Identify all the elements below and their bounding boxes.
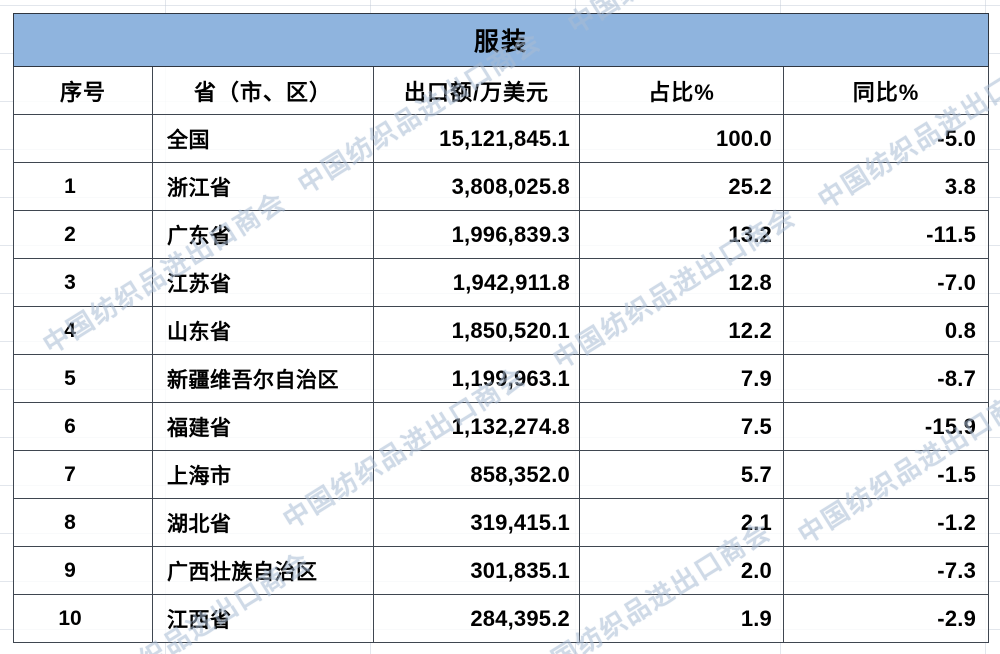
apparel-export-table-container: 服装 序号 省（市、区） 出口额/万美元 占比% 同比% 全国 15,121,845.1 100… <box>12 13 990 643</box>
cell-share-percent: 12.8 <box>579 258 784 307</box>
cell-province: 广东省 <box>152 210 374 259</box>
cell-yoy-percent: -7.0 <box>782 258 990 307</box>
cell-share-percent: 12.2 <box>579 306 784 355</box>
table-row: 10 江西省 284,395.2 1.9 -2.9 <box>13 594 990 643</box>
cell-export-amount: 1,942,911.8 <box>373 258 580 307</box>
cell-yoy-percent: 0.8 <box>782 306 990 355</box>
column-header-row: 序号 省（市、区） 出口额/万美元 占比% 同比% <box>13 66 990 115</box>
cell-province: 浙江省 <box>152 162 374 211</box>
cell-province: 江西省 <box>152 594 374 643</box>
cell-index: 2 <box>13 210 153 259</box>
cell-yoy-percent: -2.9 <box>782 594 990 643</box>
cell-share-percent: 25.2 <box>579 162 784 211</box>
table-row: 3 江苏省 1,942,911.8 12.8 -7.0 <box>13 258 990 307</box>
cell-yoy-percent: 3.8 <box>782 162 990 211</box>
cell-province: 江苏省 <box>152 258 374 307</box>
cell-index: 3 <box>13 258 153 307</box>
cell-index: 6 <box>13 402 153 451</box>
cell-yoy-percent: -15.9 <box>782 402 990 451</box>
cell-province: 全国 <box>152 114 374 163</box>
table-row: 6 福建省 1,132,274.8 7.5 -15.9 <box>13 402 990 451</box>
cell-export-amount: 1,996,839.3 <box>373 210 580 259</box>
column-header-index: 序号 <box>13 66 153 115</box>
column-header-share: 占比% <box>579 66 784 115</box>
cell-share-percent: 7.5 <box>579 402 784 451</box>
table-row: 8 湖北省 319,415.1 2.1 -1.2 <box>13 498 990 547</box>
cell-export-amount: 284,395.2 <box>373 594 580 643</box>
cell-index: 8 <box>13 498 153 547</box>
cell-yoy-percent: -1.5 <box>782 450 990 499</box>
cell-province: 广西壮族自治区 <box>152 546 374 595</box>
table-row: 5 新疆维吾尔自治区 1,199,963.1 7.9 -8.7 <box>13 354 990 403</box>
cell-yoy-percent: -8.7 <box>782 354 990 403</box>
column-header-yoy: 同比% <box>782 66 990 115</box>
cell-index: 1 <box>13 162 153 211</box>
cell-yoy-percent: -5.0 <box>782 114 990 163</box>
cell-export-amount: 3,808,025.8 <box>373 162 580 211</box>
column-header-province: 省（市、区） <box>152 66 374 115</box>
cell-export-amount: 1,850,520.1 <box>373 306 580 355</box>
table-row: 4 山东省 1,850,520.1 12.2 0.8 <box>13 306 990 355</box>
cell-share-percent: 5.7 <box>579 450 784 499</box>
cell-share-percent: 13.2 <box>579 210 784 259</box>
cell-share-percent: 2.0 <box>579 546 784 595</box>
cell-province: 上海市 <box>152 450 374 499</box>
cell-export-amount: 1,132,274.8 <box>373 402 580 451</box>
cell-share-percent: 100.0 <box>579 114 784 163</box>
cell-province: 山东省 <box>152 306 374 355</box>
table-row: 1 浙江省 3,808,025.8 25.2 3.8 <box>13 162 990 211</box>
cell-province: 新疆维吾尔自治区 <box>152 354 374 403</box>
banner-row: 服装 <box>12 13 990 67</box>
cell-export-amount: 858,352.0 <box>373 450 580 499</box>
table-row: 9 广西壮族自治区 301,835.1 2.0 -7.3 <box>13 546 990 595</box>
cell-province: 湖北省 <box>152 498 374 547</box>
table-row: 全国 15,121,845.1 100.0 -5.0 <box>13 114 990 163</box>
table-title: 服装 <box>12 13 990 67</box>
cell-share-percent: 2.1 <box>579 498 784 547</box>
cell-index: 7 <box>13 450 153 499</box>
cell-yoy-percent: -7.3 <box>782 546 990 595</box>
cell-index: 9 <box>13 546 153 595</box>
cell-export-amount: 319,415.1 <box>373 498 580 547</box>
cell-share-percent: 1.9 <box>579 594 784 643</box>
cell-export-amount: 301,835.1 <box>373 546 580 595</box>
table-row: 2 广东省 1,996,839.3 13.2 -11.5 <box>13 210 990 259</box>
cell-yoy-percent: -1.2 <box>782 498 990 547</box>
cell-export-amount: 15,121,845.1 <box>373 114 580 163</box>
cell-province: 福建省 <box>152 402 374 451</box>
cell-yoy-percent: -11.5 <box>782 210 990 259</box>
cell-export-amount: 1,199,963.1 <box>373 354 580 403</box>
apparel-export-table: 服装 序号 省（市、区） 出口额/万美元 占比% 同比% 全国 15,121,845.1 100… <box>12 13 990 643</box>
column-header-amount: 出口额/万美元 <box>373 66 580 115</box>
cell-index: 10 <box>13 594 153 643</box>
cell-index: 4 <box>13 306 153 355</box>
cell-index <box>13 114 153 163</box>
cell-index: 5 <box>13 354 153 403</box>
table-row: 7 上海市 858,352.0 5.7 -1.5 <box>13 450 990 499</box>
cell-share-percent: 7.9 <box>579 354 784 403</box>
